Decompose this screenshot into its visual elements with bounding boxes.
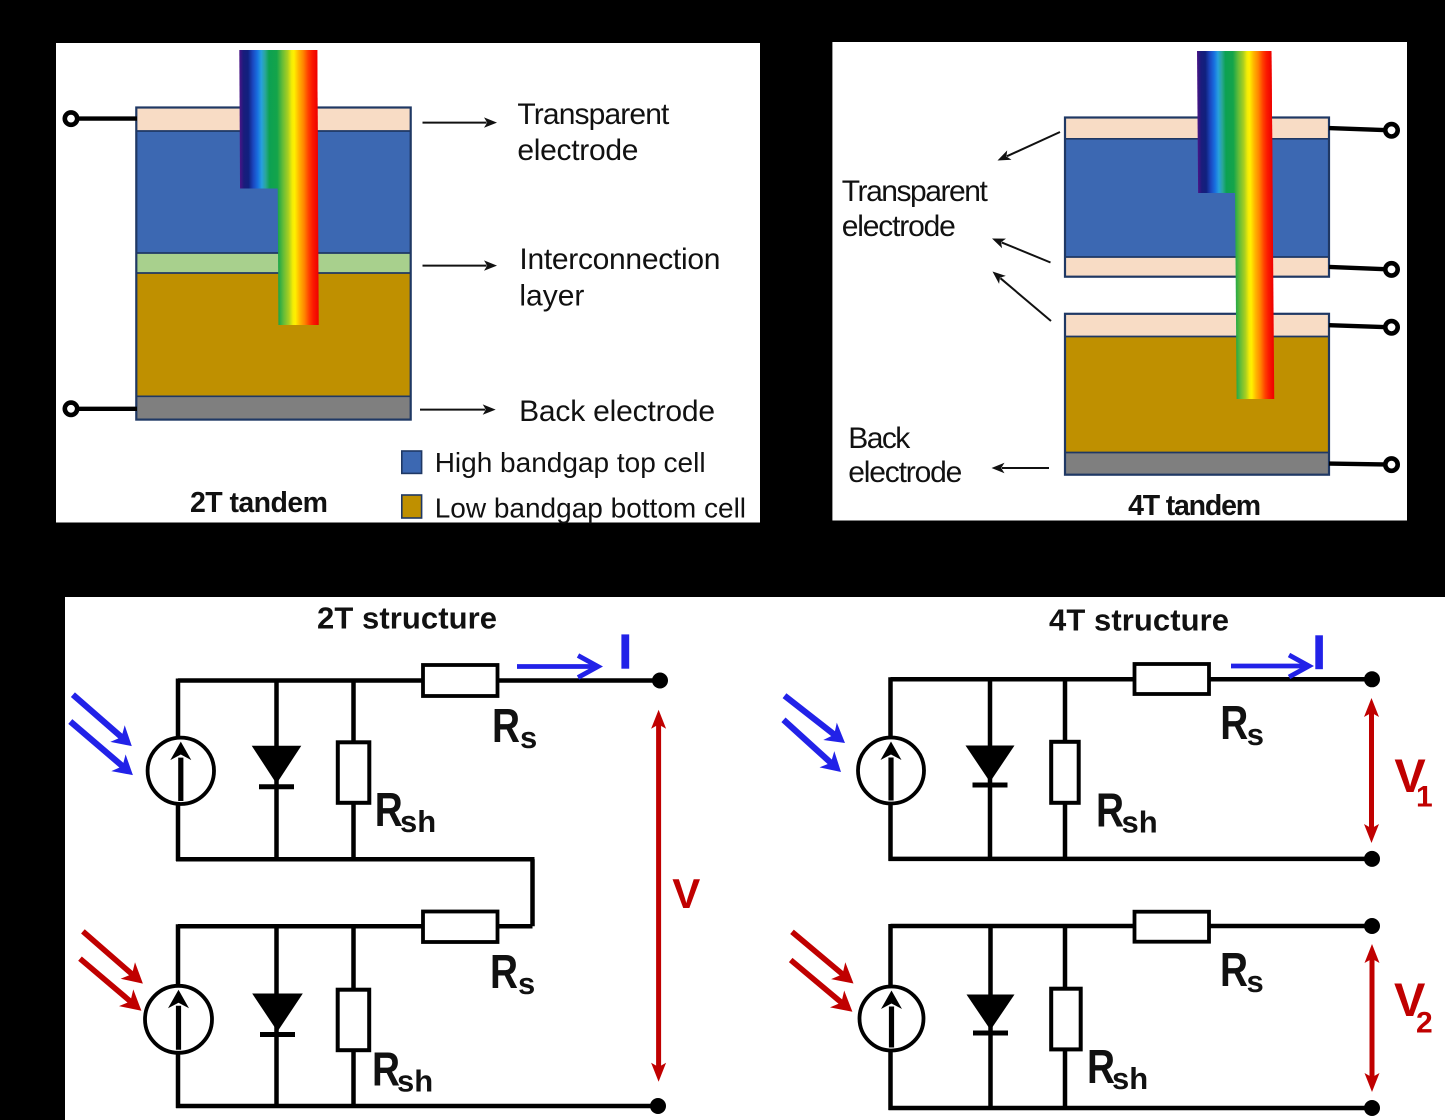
- svg-text:s: s: [1247, 717, 1264, 752]
- svg-text:R: R: [1096, 784, 1124, 837]
- svg-text:Interconnection: Interconnection: [519, 243, 720, 276]
- svg-text:sh: sh: [1122, 804, 1158, 839]
- svg-text:2T tandem: 2T tandem: [190, 487, 328, 519]
- svg-text:Low bandgap bottom cell: Low bandgap bottom cell: [435, 493, 746, 524]
- svg-text:layer: layer: [519, 280, 584, 313]
- svg-text:sh: sh: [397, 1064, 433, 1099]
- svg-text:V: V: [672, 870, 700, 917]
- svg-text:R: R: [372, 1044, 400, 1097]
- svg-text:4T tandem: 4T tandem: [1128, 490, 1261, 522]
- svg-text:R: R: [490, 946, 518, 999]
- svg-text:2T structure: 2T structure: [317, 601, 497, 636]
- svg-text:electrode: electrode: [848, 456, 962, 489]
- svg-text:sh: sh: [1112, 1061, 1148, 1096]
- svg-text:Back: Back: [848, 422, 911, 455]
- svg-text:Transparent: Transparent: [517, 98, 670, 131]
- svg-text:R: R: [1087, 1041, 1115, 1094]
- svg-text:R: R: [1220, 697, 1248, 750]
- svg-text:s: s: [1247, 964, 1264, 999]
- svg-text:s: s: [520, 720, 537, 755]
- svg-text:electrode: electrode: [842, 210, 956, 243]
- svg-text:sh: sh: [400, 804, 436, 839]
- svg-text:High bandgap top cell: High bandgap top cell: [435, 447, 706, 478]
- svg-text:Back electrode: Back electrode: [519, 395, 715, 428]
- svg-text:R: R: [375, 784, 403, 837]
- svg-text:V: V: [1394, 973, 1426, 1026]
- svg-text:s: s: [518, 966, 535, 1001]
- svg-text:R: R: [492, 700, 520, 753]
- svg-text:Transparent: Transparent: [842, 175, 989, 208]
- svg-text:electrode: electrode: [517, 134, 638, 167]
- svg-text:V: V: [1394, 749, 1426, 802]
- svg-text:1: 1: [1416, 780, 1433, 813]
- svg-text:R: R: [1220, 944, 1248, 997]
- svg-text:4T structure: 4T structure: [1049, 603, 1229, 638]
- svg-text:2: 2: [1416, 1007, 1433, 1040]
